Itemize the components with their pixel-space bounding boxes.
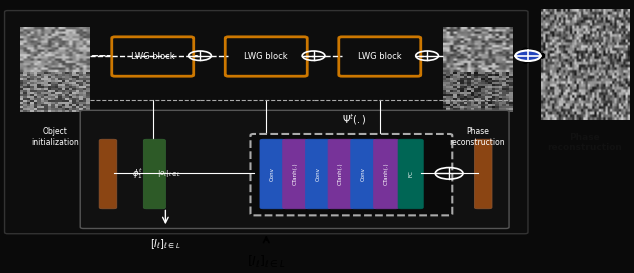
Text: $\phi_1^t$: $\phi_1^t$ [132, 166, 142, 181]
FancyBboxPatch shape [99, 139, 117, 209]
Text: LWG block: LWG block [358, 52, 401, 61]
Text: Conv: Conv [316, 167, 320, 181]
FancyBboxPatch shape [260, 139, 285, 209]
Text: CTanh(.): CTanh(.) [293, 163, 298, 185]
Text: $\Psi^t(.)$: $\Psi^t(.)$ [342, 112, 367, 127]
FancyBboxPatch shape [143, 139, 165, 209]
Text: Conv: Conv [270, 167, 275, 181]
FancyBboxPatch shape [4, 11, 528, 234]
FancyBboxPatch shape [373, 139, 399, 209]
Text: $[I_\ell]_{\ell \in L}$: $[I_\ell]_{\ell \in L}$ [150, 238, 181, 251]
FancyBboxPatch shape [112, 37, 194, 76]
FancyBboxPatch shape [351, 139, 376, 209]
FancyBboxPatch shape [283, 139, 308, 209]
Text: FC: FC [408, 171, 413, 177]
Text: Object
initialization: Object initialization [31, 127, 79, 147]
Text: LWG block: LWG block [245, 52, 288, 61]
Text: $|o_t|_{t \in L}$: $|o_t|_{t \in L}$ [157, 168, 180, 179]
FancyBboxPatch shape [328, 139, 353, 209]
Text: $[I_\ell]_{\ell \in L}$: $[I_\ell]_{\ell \in L}$ [247, 253, 285, 269]
Text: LWG block: LWG block [131, 52, 174, 61]
FancyBboxPatch shape [81, 110, 509, 229]
Text: CTanh(.): CTanh(.) [338, 163, 343, 185]
FancyBboxPatch shape [250, 134, 452, 215]
Text: Phase
reconstruction: Phase reconstruction [450, 127, 505, 147]
FancyBboxPatch shape [339, 37, 421, 76]
FancyBboxPatch shape [474, 139, 492, 209]
FancyBboxPatch shape [225, 37, 307, 76]
Circle shape [515, 51, 541, 61]
Text: Phase
reconstruction: Phase reconstruction [547, 133, 622, 152]
Text: Conv: Conv [361, 167, 366, 181]
Text: CTanh(.): CTanh(.) [384, 163, 389, 185]
FancyBboxPatch shape [306, 139, 330, 209]
FancyBboxPatch shape [398, 139, 424, 209]
